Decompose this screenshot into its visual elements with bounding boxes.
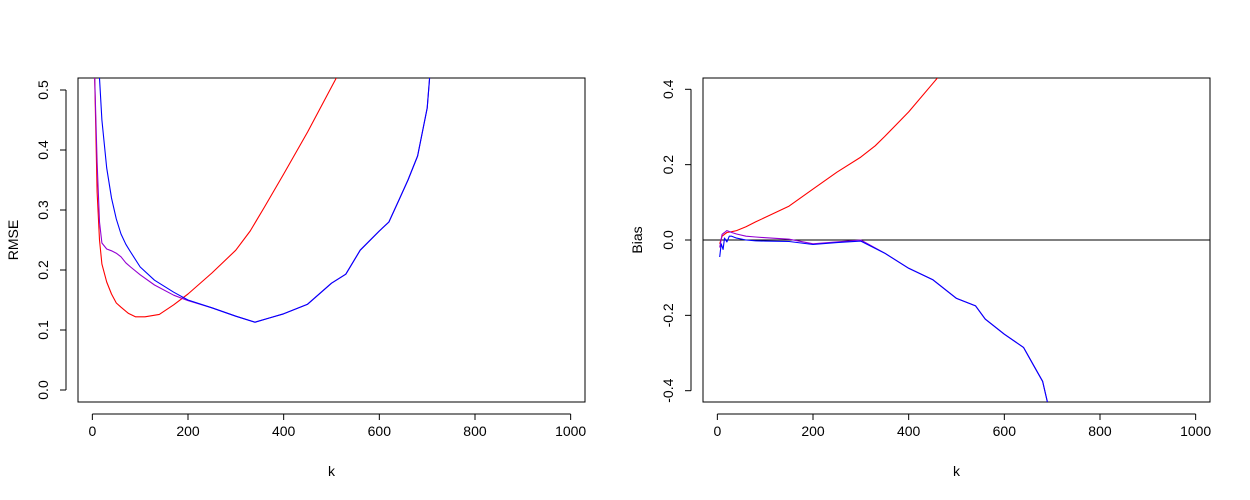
y-tick-label: 0.3 [35, 200, 51, 220]
series-line-2 [94, 78, 431, 323]
y-tick-label: 0.1 [35, 320, 51, 340]
y-tick-label: 0.2 [35, 260, 51, 280]
x-tick-label: 600 [368, 423, 392, 439]
series-group [719, 78, 1048, 402]
y-tick-label: -0.4 [660, 378, 676, 402]
x-tick-label: 0 [88, 423, 96, 439]
plot-frame [77, 77, 586, 403]
x-axis-title: k [953, 463, 961, 479]
y-axis-title: RMSE [5, 220, 21, 260]
y-tick-label: 0.2 [660, 155, 676, 175]
x-axis-title: k [328, 463, 336, 479]
x-tick-label: 1000 [555, 423, 586, 439]
x-tick-label: 400 [897, 423, 921, 439]
y-tick-label: -0.2 [660, 303, 676, 327]
y-tick-label: 0.0 [660, 230, 676, 250]
series-line-2 [719, 230, 1048, 402]
y-tick-label: 0.4 [35, 140, 51, 160]
x-tick-label: 600 [993, 423, 1017, 439]
x-tick-label: 200 [801, 423, 825, 439]
y-tick-label: 0.4 [660, 79, 676, 99]
series-line-1 [719, 78, 938, 244]
series-line-3 [98, 78, 431, 323]
y-axis-title: Bias [629, 226, 645, 253]
x-tick-label: 1000 [1180, 423, 1211, 439]
series-line-1 [94, 78, 337, 318]
series-line-3 [719, 235, 1048, 402]
y-tick-label: 0.0 [35, 380, 51, 400]
x-tick-label: 200 [176, 423, 200, 439]
x-tick-label: 800 [463, 423, 487, 439]
y-tick-label: 0.5 [35, 80, 51, 100]
x-tick-label: 0 [713, 423, 721, 439]
chart-panel-1: 0 200 400 600 800 1000 0.0 0.1 0.2 0.3 0.4 0.5 k RMSE [5, 77, 586, 479]
x-tick-label: 400 [272, 423, 296, 439]
x-tick-label: 800 [1088, 423, 1112, 439]
chart-panel-2: 0 200 400 600 800 1000 -0.4 -0.2 0.0 0.2 0.4 k Bias [629, 77, 1211, 479]
series-group [94, 78, 431, 323]
